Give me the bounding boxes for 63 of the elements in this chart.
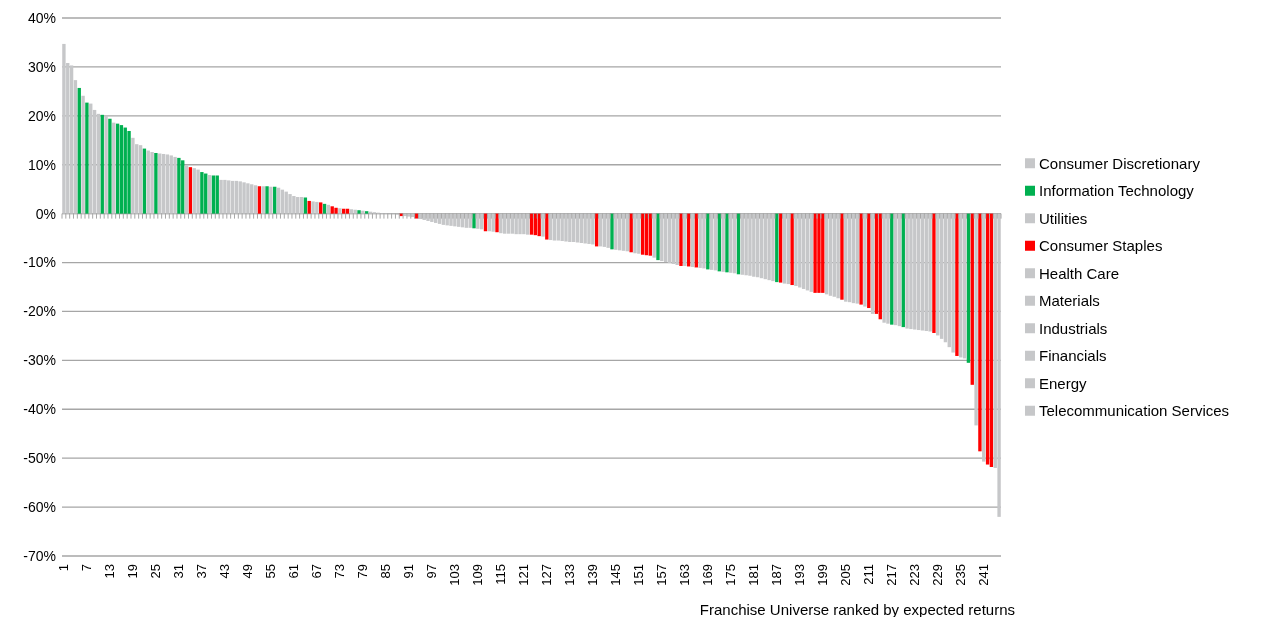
x-tick-label: 49 (239, 564, 255, 579)
x-tick-label: 121 (515, 564, 531, 586)
x-tick-label: 43 (216, 564, 232, 579)
legend-label: Industrials (1039, 319, 1108, 337)
y-tick-label: -70% (23, 547, 56, 564)
y-tick-label: -40% (23, 401, 56, 418)
x-tick-label: 229 (929, 564, 945, 586)
x-tick-label: 181 (745, 564, 761, 586)
legend-label: Consumer Discretionary (1039, 154, 1201, 172)
x-tick-label: 103 (446, 564, 462, 586)
legend-label: Health Care (1039, 264, 1120, 282)
x-tick-label: 157 (653, 564, 669, 586)
x-tick-label: 61 (285, 564, 301, 579)
y-tick-label: 20% (27, 107, 56, 124)
y-tick-label: -30% (23, 352, 56, 369)
x-tick-label: 91 (400, 564, 416, 579)
x-tick-label: 55 (262, 564, 278, 579)
x-tick-label: 109 (469, 564, 485, 586)
x-tick-label: 235 (952, 564, 968, 586)
x-tick-label: 31 (170, 564, 186, 579)
x-tick-label: 211 (860, 564, 876, 585)
x-tick-label: 79 (354, 564, 370, 579)
x-tick-label: 85 (377, 564, 393, 579)
y-tick-label: 10% (27, 156, 56, 173)
legend-label: Consumer Staples (1039, 237, 1163, 254)
y-tick-label: -60% (23, 498, 56, 515)
x-tick-label: 97 (423, 564, 439, 579)
legend-label: Utilities (1039, 209, 1088, 227)
x-tick-label: 169 (699, 564, 715, 586)
y-tick-label: 0% (35, 205, 56, 222)
x-tick-label: 19 (124, 564, 140, 579)
x-tick-label: 223 (906, 564, 922, 586)
x-tick-label: 67 (308, 564, 324, 579)
x-tick-label: 175 (722, 564, 738, 586)
x-tick-label: 199 (814, 564, 830, 586)
x-tick-label: 139 (584, 564, 600, 586)
legend-label: Financials (1039, 347, 1107, 364)
y-tick-label: 30% (27, 58, 56, 75)
legend-label: Energy (1039, 374, 1088, 392)
x-tick-label: 73 (331, 564, 347, 579)
x-tick-label: 163 (676, 564, 692, 586)
x-tick-label: 187 (768, 564, 784, 586)
y-tick-label: -10% (23, 254, 56, 271)
y-tick-label: 40% (27, 9, 56, 26)
x-tick-label: 127 (538, 564, 554, 586)
legend-label: Materials (1039, 292, 1100, 309)
x-tick-label: 115 (492, 564, 508, 585)
x-tick-label: 1 (55, 564, 71, 572)
x-tick-label: 205 (837, 564, 853, 586)
x-tick-label: 193 (791, 564, 807, 586)
x-tick-label: 7 (78, 564, 94, 572)
x-tick-label: 37 (193, 564, 209, 579)
legend-label: Telecommunication Services (1039, 402, 1230, 419)
y-tick-label: -50% (23, 450, 56, 467)
x-tick-label: 241 (975, 564, 991, 586)
x-tick-label: 217 (883, 564, 899, 586)
y-tick-label: -20% (23, 303, 56, 320)
x-tick-label: 133 (561, 564, 577, 586)
legend-label: Information Technology (1039, 182, 1195, 199)
x-tick-label: 145 (607, 564, 623, 586)
x-tick-label: 13 (101, 564, 117, 579)
x-tick-label: 151 (630, 564, 646, 586)
x-tick-label: 25 (147, 564, 163, 579)
